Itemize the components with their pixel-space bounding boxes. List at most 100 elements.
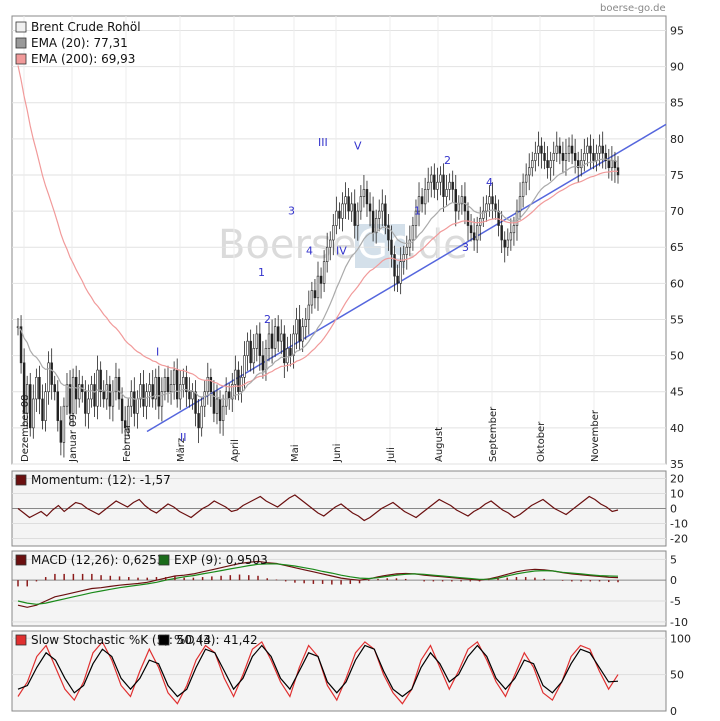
candle-body [96, 369, 99, 407]
candle-body [356, 210, 360, 226]
candle-body [68, 384, 72, 414]
candle-body [197, 413, 200, 429]
main-legend-label: Brent Crude Rohöl [31, 20, 141, 34]
candle-body [53, 384, 56, 393]
candle-body [218, 398, 222, 421]
candle-body [93, 384, 96, 407]
y-tick-label: 100 [670, 632, 691, 645]
y-tick-label: 35 [670, 458, 684, 471]
candle-body [231, 384, 234, 400]
x-tick-label: März [176, 438, 187, 462]
candle-body [368, 203, 372, 212]
main-legend-swatch [15, 53, 27, 65]
wave-label: I [156, 346, 159, 359]
candle-body [393, 254, 396, 277]
wave-label: 4 [486, 176, 493, 189]
candle-body [325, 246, 329, 262]
y-tick-label: 95 [670, 24, 684, 37]
candle-body [310, 290, 314, 306]
candle-body [371, 210, 375, 234]
x-tick-label: Juli [386, 447, 397, 463]
main-panel [11, 15, 667, 465]
candle-body [445, 189, 448, 197]
candle-body [466, 210, 470, 226]
candle-body [319, 275, 323, 284]
candle-body [589, 145, 592, 154]
candle-body [561, 152, 565, 161]
y-tick-label: 5 [670, 553, 677, 566]
stoch-legend-label: %D (3): 41,42 [174, 633, 258, 647]
candle-body [451, 181, 454, 190]
candle-body [286, 348, 289, 364]
candle-body [126, 405, 130, 429]
candle-body [469, 225, 473, 234]
candle-body [203, 391, 206, 407]
candle-body [301, 326, 304, 342]
candle-body [206, 376, 210, 393]
candle-body [329, 239, 332, 248]
trendline [146, 123, 667, 433]
candle-body [261, 355, 265, 371]
candle-body [32, 398, 35, 429]
candle-body [240, 376, 243, 393]
candle-body [353, 203, 356, 226]
wave-label: IV [336, 244, 347, 257]
candle-body [583, 152, 586, 161]
candle-body [38, 376, 41, 400]
candle-body [524, 174, 528, 183]
x-tick-label: August [434, 427, 445, 462]
momentum-line [17, 494, 619, 522]
candle-body [200, 405, 203, 429]
candle-body [65, 384, 69, 407]
candle-body [258, 333, 262, 356]
candle-body [316, 275, 320, 299]
x-tick-label: Oktober [536, 421, 547, 462]
candle-body [549, 160, 552, 169]
candle-body [341, 203, 344, 219]
wave-label: 3 [288, 205, 295, 218]
candle-body [411, 225, 415, 241]
candle-body [179, 384, 182, 400]
x-tick-label: Mai [290, 444, 301, 462]
y-tick-label: -20 [670, 533, 688, 546]
candle-body [488, 196, 491, 205]
candle-body [592, 152, 595, 161]
candle-body [221, 405, 225, 421]
candle-body [185, 376, 188, 393]
candle-body [276, 326, 280, 342]
candle-body [182, 376, 185, 385]
candle-body [47, 362, 50, 393]
candle-body [405, 246, 408, 255]
x-tick-label: Januar 09 [68, 414, 79, 463]
candle-body [120, 398, 124, 421]
candle-body [396, 275, 399, 284]
wave-label: 2 [264, 313, 271, 326]
y-tick-label: 0 [670, 503, 677, 516]
candle-body [509, 232, 513, 241]
stoch-legend-swatch [15, 634, 27, 646]
candle-body [163, 376, 167, 393]
candle-body [552, 152, 555, 161]
candle-body [313, 290, 317, 299]
candle-body [503, 239, 506, 248]
candle-body [472, 232, 476, 241]
y-tick-label: 45 [670, 386, 684, 399]
candle-body [289, 348, 292, 356]
candle-body [381, 203, 384, 212]
candle-body [133, 391, 136, 414]
candle-body [350, 203, 353, 212]
candle-body [50, 362, 53, 385]
candle-body [307, 304, 311, 320]
y-tick-label: -10 [670, 616, 688, 629]
candle-body [494, 203, 497, 212]
candle-body [436, 181, 439, 190]
candle-body [237, 369, 240, 393]
candle-body [59, 420, 63, 443]
candle-body [359, 196, 363, 212]
candle-body [518, 196, 522, 212]
candle-body [442, 174, 445, 197]
candle-body [610, 160, 614, 169]
candle-body [564, 152, 568, 161]
candle-body [90, 384, 93, 400]
candle-body [25, 384, 29, 414]
